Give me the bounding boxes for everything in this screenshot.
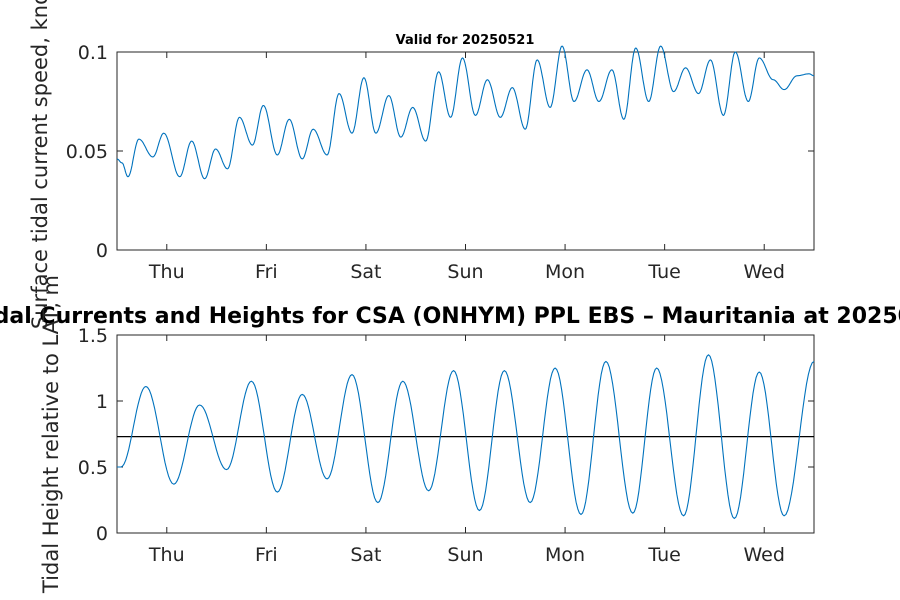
current-speed-title: Valid for 20250521: [396, 33, 535, 48]
current-speed-y-label: Surface tidal current speed, knots: [28, 0, 52, 329]
x-tick-label: Tue: [647, 261, 680, 283]
x-tick-label: Mon: [545, 261, 585, 283]
x-tick-label: Fri: [255, 261, 278, 283]
series-line: [116, 354, 815, 520]
y-tick-label: 0: [96, 240, 108, 262]
tidal-height-y-label: Tidal Height relative to LAT, m: [39, 275, 63, 594]
y-tick-label: 0: [96, 523, 108, 545]
current-speed-panel: Thu Fri Sat Sun Mon Tue Wed 0 0.05 0.1 Valid for…: [28, 0, 815, 329]
current-speed-x-ticks: Thu Fri Sat Sun Mon Tue Wed: [148, 52, 785, 283]
y-tick-label: 0.05: [66, 141, 108, 163]
x-tick-label: Sat: [350, 544, 381, 566]
x-tick-label: Fri: [255, 544, 278, 566]
y-tick-label: 1: [96, 391, 108, 413]
y-tick-label: 1.5: [78, 325, 108, 347]
x-tick-label: Mon: [545, 544, 585, 566]
x-tick-label: Sat: [350, 261, 381, 283]
tidal-height-panel: Thu Fri Sat Sun Mon Tue Wed 0 0.5 1 1.5 Tidal Cur…: [0, 275, 900, 594]
tidal-height-series: [116, 354, 815, 520]
x-tick-label: Thu: [148, 544, 185, 566]
x-tick-label: Thu: [148, 261, 185, 283]
x-tick-label: Wed: [743, 544, 784, 566]
y-tick-label: 0.1: [78, 42, 108, 64]
current-speed-y-ticks: 0 0.05 0.1: [66, 42, 814, 262]
tidal-height-y-ticks: 0 0.5 1 1.5: [78, 325, 814, 545]
x-tick-label: Sun: [447, 261, 483, 283]
current-speed-axes-box: [116, 51, 815, 251]
main-title: Tidal Currents and Heights for CSA (ONHY…: [0, 304, 900, 329]
x-tick-label: Sun: [447, 544, 483, 566]
x-tick-label: Tue: [647, 544, 680, 566]
series-line: [116, 45, 815, 180]
y-tick-label: 0.5: [78, 457, 108, 479]
x-tick-label: Wed: [743, 261, 784, 283]
tidal-height-x-ticks: Thu Fri Sat Sun Mon Tue Wed: [148, 335, 785, 566]
current-speed-series: [116, 45, 815, 180]
